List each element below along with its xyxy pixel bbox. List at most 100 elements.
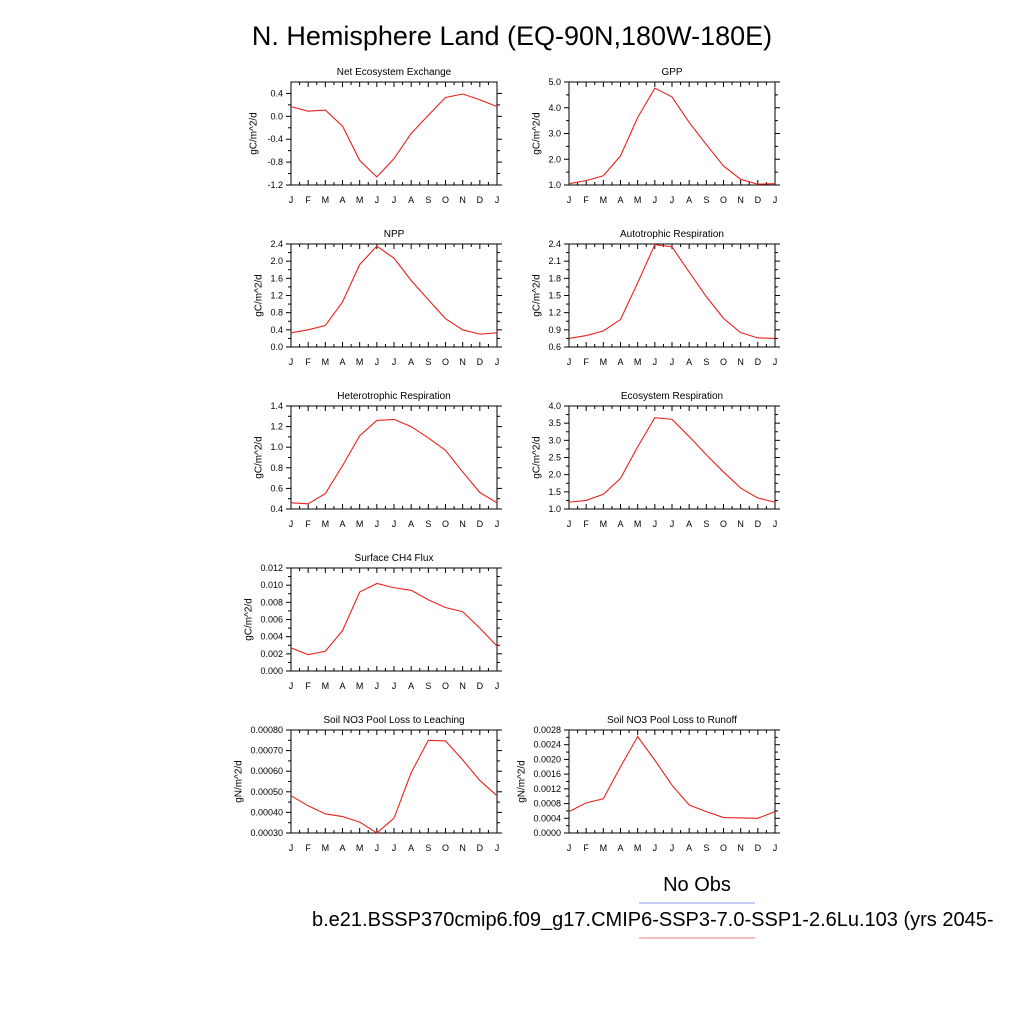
y-tick-label: 0.8 <box>270 308 283 318</box>
y-tick-label: 0.002 <box>260 649 283 659</box>
y-tick-label: 1.5 <box>548 291 561 301</box>
y-tick-label: 3.0 <box>548 129 561 139</box>
x-tick-label: F <box>583 357 589 367</box>
x-tick-label: D <box>755 357 762 367</box>
x-tick-label: J <box>392 843 397 853</box>
x-tick-label: M <box>600 195 608 205</box>
x-tick-label: J <box>670 195 675 205</box>
x-tick-label: M <box>322 519 330 529</box>
y-tick-label: 0.8 <box>270 463 283 473</box>
x-tick-label: N <box>459 519 466 529</box>
x-tick-label: A <box>339 519 345 529</box>
y-tick-label: 0.006 <box>260 615 283 625</box>
x-tick-label: S <box>425 195 431 205</box>
y-tick-label: 0.008 <box>260 597 283 607</box>
y-tick-label: 1.0 <box>548 180 561 190</box>
y-tick-label: 3.5 <box>548 418 561 428</box>
x-tick-label: S <box>703 519 709 529</box>
x-tick-label: S <box>703 195 709 205</box>
x-tick-label: M <box>634 519 642 529</box>
y-tick-label: 1.2 <box>270 422 283 432</box>
x-tick-label: J <box>375 195 380 205</box>
y-tick-label: 0.00080 <box>250 725 283 735</box>
x-tick-label: J <box>375 681 380 691</box>
x-tick-label: J <box>392 519 397 529</box>
y-tick-label: 1.0 <box>270 442 283 452</box>
y-tick-label: 0.000 <box>260 666 283 676</box>
y-tick-label: 3.0 <box>548 435 561 445</box>
x-tick-label: J <box>289 519 294 529</box>
x-tick-label: J <box>495 681 500 691</box>
x-tick-label: J <box>289 681 294 691</box>
x-tick-label: F <box>583 195 589 205</box>
y-tick-label: 2.0 <box>270 256 283 266</box>
y-tick-label: 0.0 <box>270 342 283 352</box>
plot-frame <box>290 567 498 672</box>
x-tick-label: J <box>653 195 658 205</box>
x-tick-label: J <box>495 195 500 205</box>
y-tick-label: 0.6 <box>548 342 561 352</box>
y-tick-label: 0.4 <box>270 88 283 98</box>
x-tick-label: A <box>408 357 414 367</box>
x-tick-label: D <box>477 519 484 529</box>
plot-frame <box>290 243 498 348</box>
x-tick-label: M <box>356 357 364 367</box>
panel-title: Soil NO3 Pool Loss to Runoff <box>607 715 737 726</box>
x-tick-label: J <box>653 843 658 853</box>
series-line <box>290 93 498 178</box>
x-tick-label: D <box>755 843 762 853</box>
y-tick-label: 0.0 <box>270 111 283 121</box>
x-tick-label: F <box>305 843 311 853</box>
x-tick-label: O <box>720 519 727 529</box>
x-tick-label: D <box>755 519 762 529</box>
y-tick-label: 0.00050 <box>250 787 283 797</box>
y-tick-label: 0.00070 <box>250 746 283 756</box>
series-line <box>568 243 776 339</box>
x-tick-label: O <box>442 357 449 367</box>
series-line <box>290 582 498 656</box>
x-tick-label: J <box>653 357 658 367</box>
x-tick-label: F <box>305 519 311 529</box>
x-tick-label: S <box>425 681 431 691</box>
y-tick-label: 4.0 <box>548 401 561 411</box>
y-tick-label: 0.012 <box>260 563 283 573</box>
x-tick-label: M <box>600 843 608 853</box>
panel-title: NPP <box>384 229 405 240</box>
x-tick-label: A <box>339 843 345 853</box>
y-tick-label: 0.0004 <box>533 813 561 823</box>
x-tick-label: M <box>600 357 608 367</box>
y-axis-label: gC/m^2/d <box>532 274 543 317</box>
y-tick-label: 1.2 <box>548 308 561 318</box>
y-tick-label: 0.0016 <box>533 769 561 779</box>
x-tick-label: J <box>392 195 397 205</box>
y-tick-label: 2.5 <box>548 453 561 463</box>
x-tick-label: S <box>703 843 709 853</box>
x-tick-label: J <box>567 843 572 853</box>
y-tick-label: 0.00030 <box>250 828 283 838</box>
x-tick-label: N <box>737 195 744 205</box>
x-tick-label: M <box>322 357 330 367</box>
y-tick-label: -0.8 <box>267 157 283 167</box>
y-tick-label: 0.6 <box>270 483 283 493</box>
y-tick-label: 0.0028 <box>533 725 561 735</box>
x-tick-label: O <box>720 195 727 205</box>
y-tick-label: 0.0012 <box>533 784 561 794</box>
x-tick-label: F <box>305 195 311 205</box>
y-tick-label: 0.004 <box>260 632 283 642</box>
x-tick-label: A <box>339 195 345 205</box>
x-tick-label: A <box>686 357 692 367</box>
x-tick-label: O <box>442 519 449 529</box>
x-tick-label: J <box>392 357 397 367</box>
y-axis-label: gC/m^2/d <box>254 274 265 317</box>
panel-title: Ecosystem Respiration <box>621 391 723 402</box>
x-tick-label: J <box>773 519 778 529</box>
x-tick-label: A <box>686 519 692 529</box>
x-tick-label: M <box>634 357 642 367</box>
x-tick-label: S <box>703 357 709 367</box>
x-tick-label: A <box>408 195 414 205</box>
x-tick-label: S <box>425 357 431 367</box>
x-tick-label: D <box>755 195 762 205</box>
